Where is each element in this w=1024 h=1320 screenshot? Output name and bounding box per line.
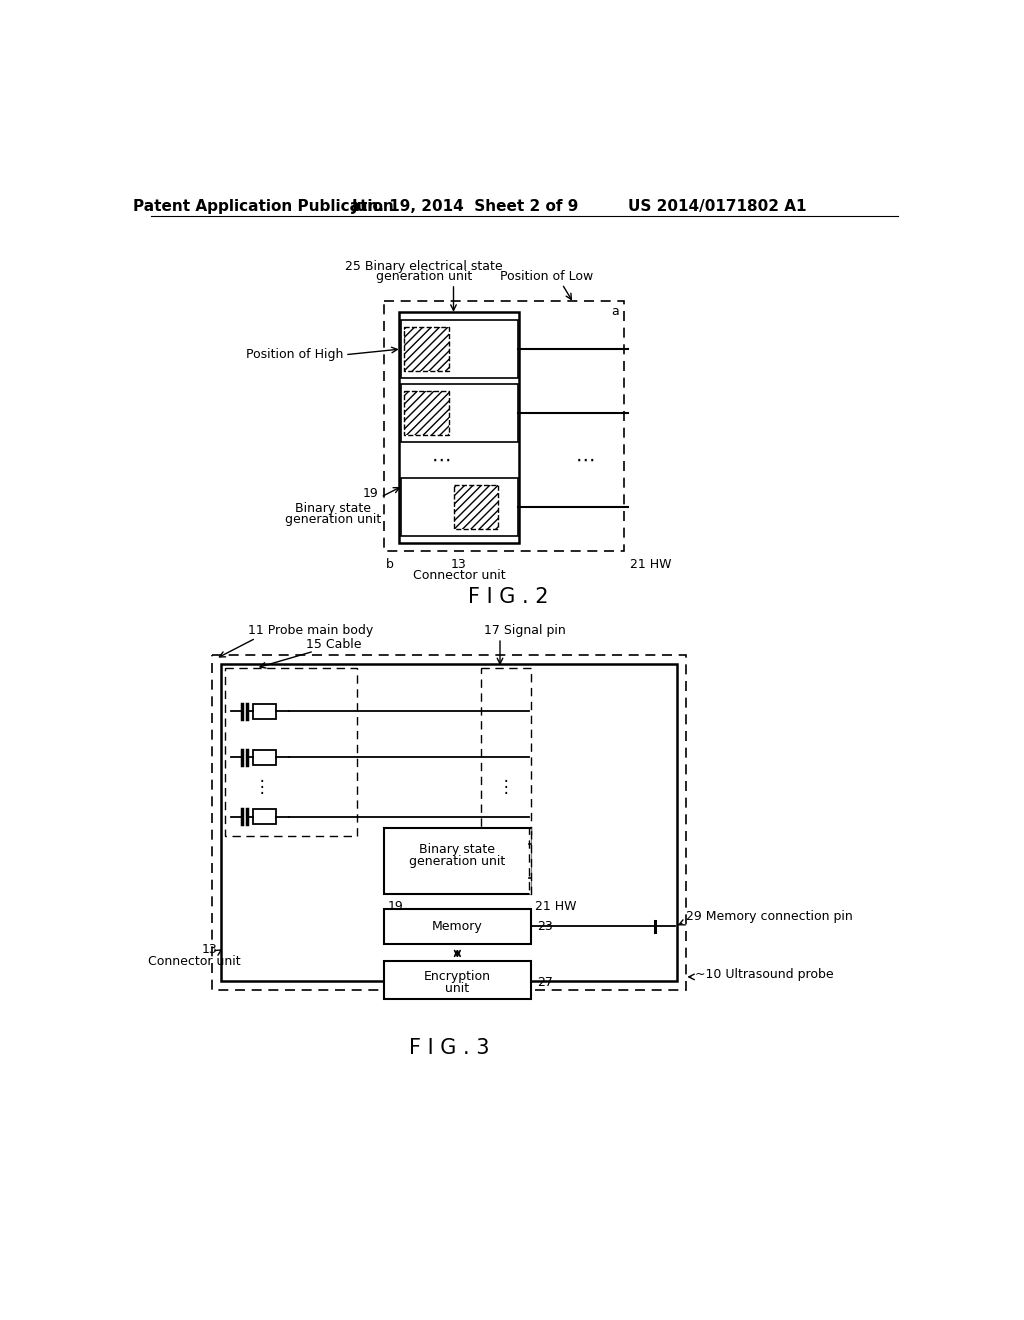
Text: 13: 13 bbox=[451, 558, 467, 572]
Text: 21 HW: 21 HW bbox=[535, 899, 577, 912]
Text: generation unit: generation unit bbox=[410, 855, 506, 869]
Text: Binary state: Binary state bbox=[295, 502, 372, 515]
Bar bbox=[221, 664, 677, 981]
Text: 29 Memory connection pin: 29 Memory connection pin bbox=[686, 911, 853, 924]
Text: 17 Signal pin: 17 Signal pin bbox=[484, 624, 566, 638]
Bar bbox=[384, 829, 531, 894]
Text: ⋮: ⋮ bbox=[497, 779, 514, 796]
Bar bbox=[454, 484, 499, 529]
Bar bbox=[253, 704, 276, 719]
Text: ⋯: ⋯ bbox=[432, 450, 452, 470]
Text: generation unit: generation unit bbox=[376, 271, 472, 284]
Text: Position of High: Position of High bbox=[246, 348, 343, 362]
Text: Memory: Memory bbox=[432, 920, 482, 933]
Text: 19: 19 bbox=[362, 487, 378, 500]
Text: 11 Probe main body: 11 Probe main body bbox=[248, 624, 374, 638]
Bar bbox=[454, 484, 499, 529]
Text: US 2014/0171802 A1: US 2014/0171802 A1 bbox=[628, 198, 806, 214]
Text: Connector unit: Connector unit bbox=[147, 954, 241, 968]
Bar bbox=[403, 391, 449, 434]
Bar bbox=[384, 301, 624, 552]
Text: ⋯: ⋯ bbox=[575, 450, 595, 470]
Text: 15 Cable: 15 Cable bbox=[306, 638, 361, 651]
Bar bbox=[253, 750, 276, 766]
Bar bbox=[403, 391, 449, 434]
Text: Position of Low: Position of Low bbox=[500, 271, 593, 284]
Bar bbox=[403, 327, 449, 371]
Bar bbox=[384, 961, 531, 999]
Text: 19: 19 bbox=[388, 899, 403, 912]
Text: ~10 Ultrasound probe: ~10 Ultrasound probe bbox=[695, 968, 834, 981]
Text: a: a bbox=[611, 305, 618, 318]
Text: 27: 27 bbox=[538, 975, 553, 989]
Text: generation unit: generation unit bbox=[286, 513, 382, 527]
Bar bbox=[253, 809, 276, 825]
Text: Connector unit: Connector unit bbox=[413, 569, 505, 582]
Text: F I G . 3: F I G . 3 bbox=[410, 1038, 489, 1057]
Bar bbox=[480, 668, 531, 836]
Bar bbox=[400, 321, 518, 378]
Bar bbox=[225, 668, 356, 836]
Text: Binary state: Binary state bbox=[420, 842, 496, 855]
Text: 21 HW: 21 HW bbox=[630, 558, 672, 572]
Text: 13: 13 bbox=[202, 944, 217, 957]
Text: 25 Binary electrical state: 25 Binary electrical state bbox=[345, 260, 503, 273]
Text: unit: unit bbox=[445, 982, 469, 995]
Text: Jun. 19, 2014  Sheet 2 of 9: Jun. 19, 2014 Sheet 2 of 9 bbox=[351, 198, 579, 214]
Text: Encryption: Encryption bbox=[424, 970, 490, 982]
Text: F I G . 2: F I G . 2 bbox=[468, 587, 548, 607]
Bar bbox=[384, 909, 531, 944]
Bar bbox=[212, 655, 686, 990]
Text: 23: 23 bbox=[538, 920, 553, 933]
Text: ⋮: ⋮ bbox=[254, 779, 270, 796]
Text: b: b bbox=[386, 558, 394, 572]
Bar bbox=[400, 384, 518, 442]
Bar bbox=[403, 327, 449, 371]
Bar bbox=[529, 829, 531, 894]
Bar bbox=[399, 313, 519, 544]
Text: Patent Application Publication: Patent Application Publication bbox=[133, 198, 394, 214]
Bar bbox=[400, 478, 518, 536]
